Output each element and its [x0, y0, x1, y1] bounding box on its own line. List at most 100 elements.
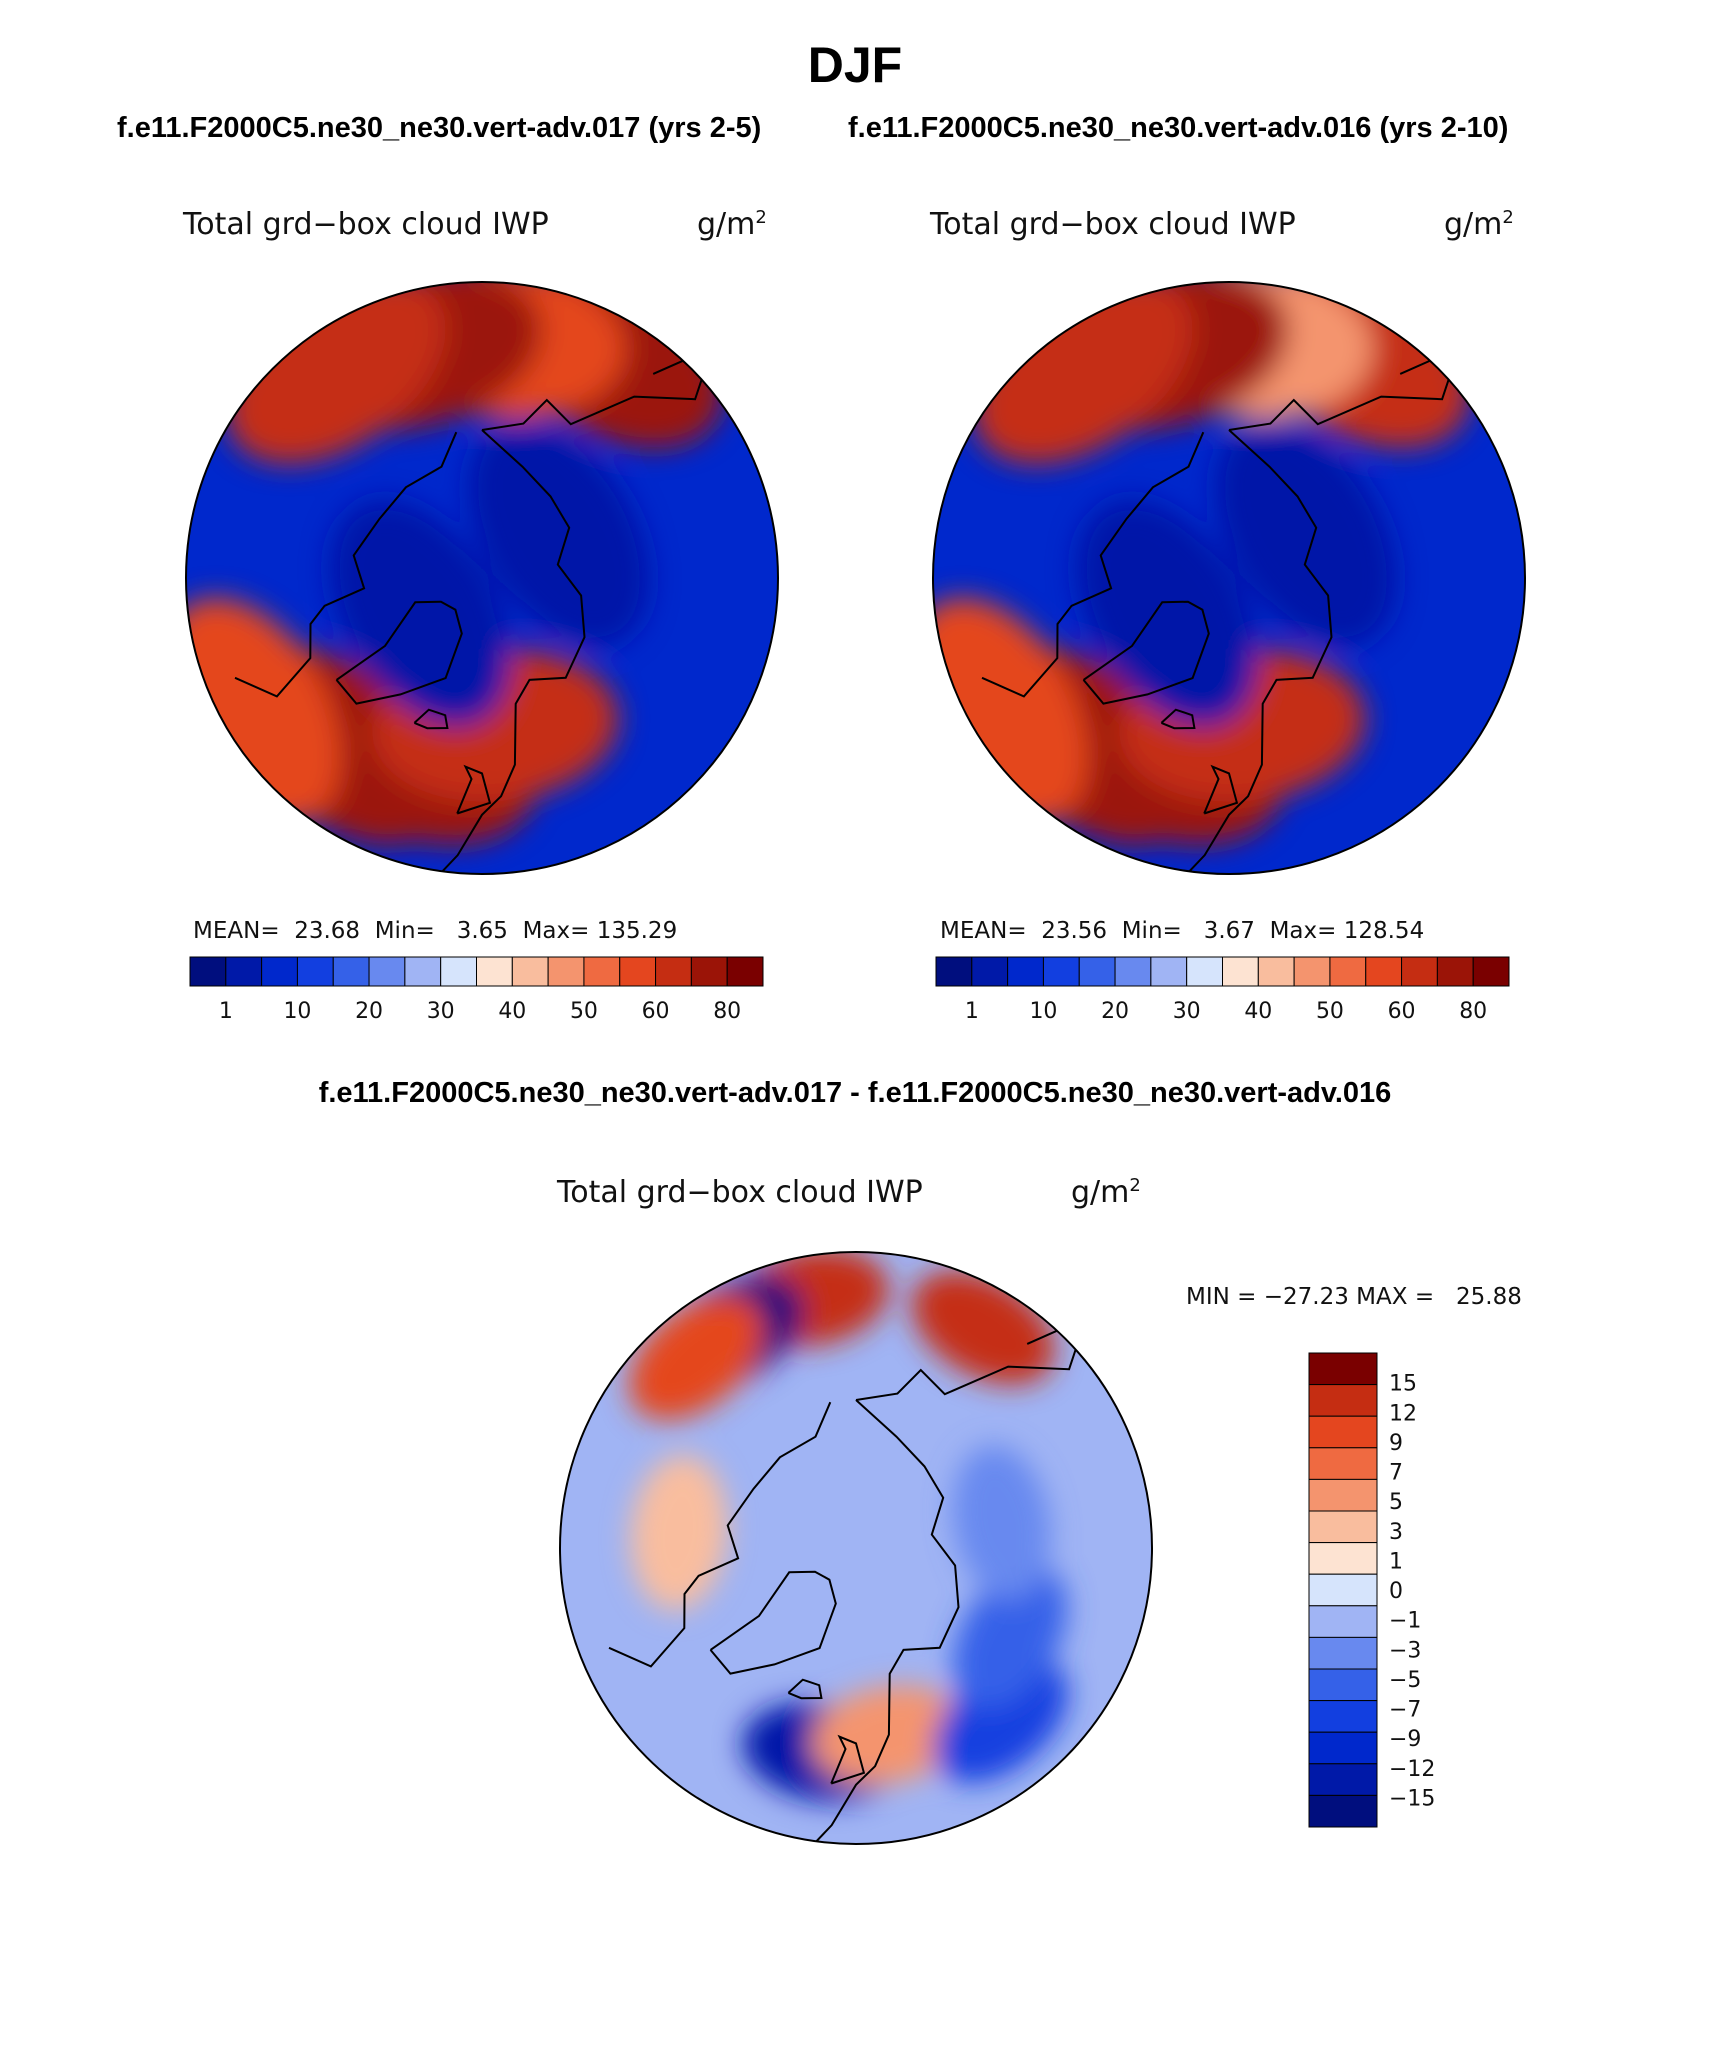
colorbar-tick-3: 30 — [427, 999, 455, 1024]
panel2-map — [932, 281, 1526, 875]
colorbar-box-5 — [368, 956, 406, 987]
diff-colorbar-tick-2: 9 — [1389, 1431, 1403, 1456]
panel1-map — [185, 281, 779, 875]
coastline-4 — [413, 708, 449, 730]
diff-colorbar-tick-13: −12 — [1389, 1757, 1435, 1782]
colorbar-tick-5: 50 — [570, 999, 598, 1024]
diff-panel-title: Total grd−box cloud IWP — [557, 1175, 923, 1210]
coastline-4 — [787, 1678, 823, 1700]
diff-colorbar-tick-9: −3 — [1389, 1638, 1421, 1663]
colorbar-box-3 — [1042, 956, 1080, 987]
diff-colorbar-box-3 — [1308, 1447, 1378, 1480]
colorbar-box-0 — [935, 956, 973, 987]
region-8 — [1215, 420, 1397, 648]
coastline-4 — [1160, 708, 1196, 730]
diff-colorbar-box-13 — [1308, 1763, 1378, 1796]
case2-title: f.e11.F2000C5.ne30_ne30.vert-adv.016 (yr… — [848, 112, 1509, 144]
colorbar-tick-1: 10 — [1029, 999, 1057, 1024]
coastline-2 — [1173, 429, 1333, 874]
diff-colorbar-tick-7: 0 — [1389, 1579, 1403, 1604]
coastline-5 — [830, 1734, 866, 1785]
diff-colorbar-tick-3: 7 — [1389, 1461, 1403, 1486]
colorbar-tick-1: 10 — [283, 999, 311, 1024]
diff-colorbar-box-8 — [1308, 1605, 1378, 1638]
colorbar-box-14 — [1436, 956, 1474, 987]
colorbar-box-15 — [1472, 956, 1510, 987]
colorbar-tick-0: 1 — [965, 999, 979, 1024]
diff-colorbar-box-14 — [1308, 1794, 1378, 1828]
diff-colorbar-tick-4: 5 — [1389, 1490, 1403, 1515]
coastline-1 — [335, 600, 463, 705]
colorbar-box-7 — [440, 956, 477, 987]
figure-title: DJF — [807, 37, 903, 93]
coastline-0 — [234, 431, 458, 698]
region-3 — [628, 1295, 764, 1420]
coastline-0 — [608, 1401, 832, 1668]
panel1-title: Total grd−box cloud IWP — [183, 207, 549, 242]
diff-colorbar-box-10 — [1308, 1668, 1378, 1702]
colorbar-box-13 — [655, 956, 692, 987]
region-8 — [468, 420, 650, 648]
diff-title: f.e11.F2000C5.ne30_ne30.vert-adv.017 - f… — [318, 1077, 1392, 1109]
diff-colorbar-tick-12: −9 — [1389, 1727, 1421, 1752]
colorbar-box-11 — [583, 956, 621, 987]
colorbar-box-0 — [189, 956, 227, 987]
colorbar-box-6 — [404, 956, 442, 987]
colorbar-box-4 — [1078, 956, 1116, 987]
colorbar-tick-5: 50 — [1316, 999, 1344, 1024]
diff-colorbar-box-2 — [1308, 1415, 1378, 1449]
colorbar-box-1 — [971, 956, 1009, 987]
diff-colorbar-box-0 — [1308, 1352, 1378, 1386]
colorbar-tick-3: 30 — [1173, 999, 1201, 1024]
panel2-units: g/m2 — [1444, 207, 1514, 242]
diff-colorbar-tick-8: −1 — [1389, 1609, 1421, 1634]
colorbar-box-2 — [1007, 956, 1044, 987]
coastline-5 — [456, 764, 492, 815]
diff-colorbar-box-6 — [1308, 1542, 1378, 1575]
diff-colorbar-tick-11: −7 — [1389, 1698, 1421, 1723]
coastline-2 — [426, 429, 586, 874]
diff-colorbar-tick-1: 12 — [1389, 1401, 1417, 1426]
colorbar-box-11 — [1329, 956, 1367, 987]
coastlines — [981, 345, 1461, 874]
colorbar-box-9 — [511, 956, 549, 987]
colorbar-box-12 — [619, 956, 657, 987]
region-7 — [952, 1565, 1067, 1709]
colorbar-box-15 — [726, 956, 764, 987]
colorbar-box-12 — [1365, 956, 1403, 987]
colorbar-box-10 — [1293, 956, 1331, 987]
diff-colorbar-tick-10: −5 — [1389, 1668, 1421, 1693]
coastline-0 — [981, 431, 1205, 698]
colorbar-tick-2: 20 — [355, 999, 383, 1024]
colorbar-tick-4: 40 — [1244, 999, 1272, 1024]
diff-colorbar-box-1 — [1308, 1384, 1378, 1417]
diff-colorbar: 15 12 9 7 5 3 1 0 −1 −3 −5 −7 −9 −12 −15 — [1308, 1352, 1435, 1828]
colorbar-box-6 — [1150, 956, 1188, 987]
panel1-colorbar: 1 10 20 30 40 50 60 80 — [189, 956, 764, 1024]
panel1-units: g/m2 — [697, 207, 767, 242]
colorbar-box-7 — [1186, 956, 1223, 987]
colorbar-tick-6: 60 — [642, 999, 670, 1024]
colorbar-box-1 — [225, 956, 263, 987]
colorbar-box-8 — [1222, 956, 1259, 987]
map-border — [932, 281, 1526, 875]
panel3-map — [559, 1251, 1153, 1845]
colorbar-box-3 — [296, 956, 334, 987]
colorbar-box-9 — [1257, 956, 1295, 987]
map-border — [559, 1251, 1153, 1845]
colorbar-box-4 — [332, 956, 370, 987]
diff-colorbar-box-7 — [1308, 1573, 1378, 1607]
colorbar-tick-0: 1 — [219, 999, 233, 1024]
diff-panel-units: g/m2 — [1071, 1175, 1141, 1210]
panel2-title: Total grd−box cloud IWP — [930, 207, 1296, 242]
colorbar-box-10 — [547, 956, 585, 987]
diff-colorbar-box-5 — [1308, 1510, 1378, 1544]
coastline-1 — [1082, 600, 1210, 705]
colorbar-box-8 — [476, 956, 513, 987]
diff-colorbar-box-11 — [1308, 1700, 1378, 1733]
panel1-stats: MEAN= 23.68 Min= 3.65 Max= 135.29 — [193, 918, 678, 944]
region-8 — [630, 1454, 728, 1611]
colorbar-box-14 — [690, 956, 728, 987]
case1-title: f.e11.F2000C5.ne30_ne30.vert-adv.017 (yr… — [117, 112, 762, 144]
